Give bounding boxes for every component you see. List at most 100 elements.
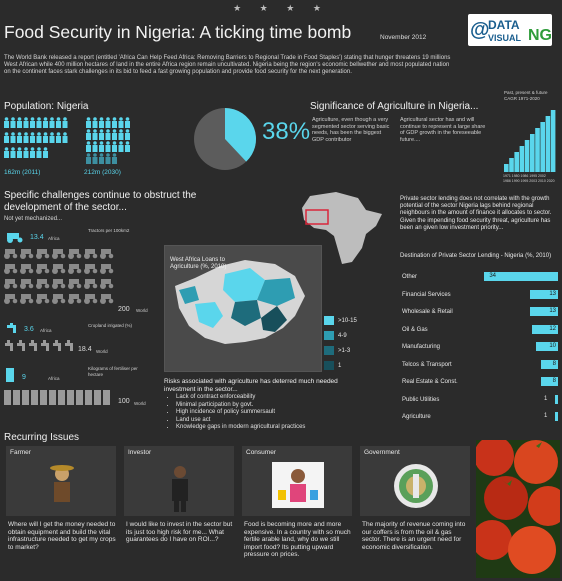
bar-value-label: 13 bbox=[549, 308, 556, 314]
irrigated-africa-value: 3.6 bbox=[24, 326, 34, 333]
irrigated-world-value: 18.4 bbox=[78, 346, 92, 353]
logo-suffix: NG bbox=[528, 27, 552, 44]
person-icon bbox=[112, 141, 117, 152]
bar-value-label: 1 bbox=[544, 413, 548, 419]
legend-label: 1 bbox=[338, 362, 342, 369]
risk-item: Minimal participation by govt. bbox=[176, 402, 305, 410]
bar bbox=[536, 342, 558, 351]
fertiliser-bag-icon bbox=[22, 390, 29, 405]
tractor-icon bbox=[100, 294, 114, 304]
person-icon bbox=[49, 132, 55, 143]
risks-heading: Risks associated with agriculture has de… bbox=[164, 378, 338, 393]
tractor-icon bbox=[68, 264, 82, 274]
africa-locator-map bbox=[296, 190, 388, 268]
bar-value-label: 10 bbox=[549, 343, 556, 349]
person-icon bbox=[105, 141, 111, 152]
bar-value-label: 34 bbox=[489, 273, 496, 279]
person-icon bbox=[105, 117, 111, 128]
person-icon bbox=[43, 132, 48, 143]
person-icon bbox=[30, 147, 35, 158]
irrigated-world-label: World bbox=[96, 349, 108, 354]
tap-world-pictogram bbox=[4, 340, 78, 354]
person-icon bbox=[125, 117, 130, 128]
region-nigeria bbox=[261, 306, 287, 332]
tractors-world-value: 200 bbox=[118, 306, 130, 313]
tractor-icon bbox=[100, 279, 114, 289]
tractors-caption: Tractors per 100km2 bbox=[88, 228, 130, 233]
fertiliser-world-label: World bbox=[134, 401, 146, 406]
issue-illustration bbox=[50, 465, 74, 512]
issue-card-consumer: Consumer bbox=[242, 446, 352, 516]
bar bbox=[529, 289, 558, 299]
person-icon bbox=[56, 117, 61, 128]
tractor-icon bbox=[36, 249, 50, 259]
tractor-icon bbox=[4, 294, 18, 304]
legend-label: >10-15 bbox=[338, 317, 357, 324]
person-icon bbox=[86, 141, 91, 152]
bar bbox=[529, 307, 558, 316]
person-icon bbox=[4, 117, 9, 128]
bar-category-label: Telcos & Transport bbox=[402, 361, 452, 368]
person-icon bbox=[112, 153, 117, 164]
cagr-step bbox=[519, 146, 525, 172]
west-africa-map-panel bbox=[164, 245, 322, 372]
risks-list: Lack of contract enforceabilityMinimal p… bbox=[164, 394, 305, 432]
tractor-icon bbox=[36, 264, 50, 274]
tractor-world-pictogram bbox=[4, 247, 116, 309]
legend-swatch bbox=[324, 331, 334, 340]
gdp-share-label: 38% bbox=[262, 118, 311, 145]
tap-icon bbox=[65, 340, 73, 351]
west-africa-highlight bbox=[305, 209, 329, 225]
fertiliser-africa-value: 9 bbox=[22, 374, 26, 381]
fertiliser-bag-icon bbox=[76, 390, 83, 405]
logo-at: @ bbox=[470, 19, 490, 41]
tractor-icon bbox=[68, 279, 82, 289]
significance-heading: Significance of Agriculture in Nigeria..… bbox=[310, 101, 479, 112]
risk-item: Knowledge gaps in modern agricultural pr… bbox=[176, 424, 305, 432]
fertiliser-bag-icon bbox=[13, 390, 20, 405]
tractor-icon bbox=[68, 294, 82, 304]
risk-item: Land use act bbox=[176, 417, 305, 425]
person-icon bbox=[125, 129, 130, 140]
tractors-africa-label: Africa bbox=[48, 236, 60, 241]
cagr-step bbox=[514, 152, 519, 172]
lending-bar-chart: Other 34 Financial Services 13 Wholesale & R… bbox=[400, 272, 560, 432]
bar bbox=[555, 394, 558, 404]
issue-card-text: I would like to invest in the sector but… bbox=[126, 521, 233, 544]
tractor-icon bbox=[36, 279, 50, 289]
tractor-icon bbox=[36, 294, 50, 304]
bar bbox=[531, 324, 558, 334]
challenges-subheading: Not yet mechanized... bbox=[4, 216, 63, 222]
issue-card-government: Government bbox=[360, 446, 470, 516]
bar-category-label: Agriculture bbox=[402, 414, 431, 420]
tap-icon bbox=[5, 340, 13, 351]
person-icon bbox=[36, 147, 42, 158]
person-icon bbox=[30, 117, 35, 128]
lending-chart-title: Destination of Private Sector Lending - … bbox=[400, 253, 552, 259]
issue-card-farmer: Farmer bbox=[6, 446, 116, 516]
fertiliser-bag-icon bbox=[85, 390, 92, 405]
person-icon bbox=[43, 117, 48, 128]
fertiliser-bag-icon bbox=[103, 390, 110, 405]
person-icon bbox=[36, 117, 42, 128]
population-pictogram bbox=[4, 114, 134, 169]
bar-value-label: 1 bbox=[544, 395, 548, 402]
issues-heading: Recurring Issues bbox=[4, 432, 80, 443]
legend-swatch bbox=[324, 346, 334, 355]
irrigated-africa-label: Africa bbox=[40, 328, 52, 333]
logo-word2: VISUAL bbox=[488, 33, 522, 43]
cagr-step bbox=[509, 158, 514, 172]
tractor-icon bbox=[52, 264, 66, 274]
tractor-africa-icon bbox=[6, 230, 26, 248]
person-icon bbox=[105, 153, 111, 164]
person-icon bbox=[92, 117, 98, 128]
tap-icon bbox=[41, 340, 49, 351]
tractor-icon bbox=[20, 249, 34, 259]
person-icon bbox=[99, 153, 104, 164]
region-coast bbox=[195, 302, 223, 328]
issue-card-investor: Investor bbox=[124, 446, 234, 516]
person-icon bbox=[92, 141, 98, 152]
cagr-staircase-chart bbox=[504, 104, 558, 172]
publication-date: November 2012 bbox=[380, 34, 427, 41]
person-icon bbox=[17, 147, 22, 158]
